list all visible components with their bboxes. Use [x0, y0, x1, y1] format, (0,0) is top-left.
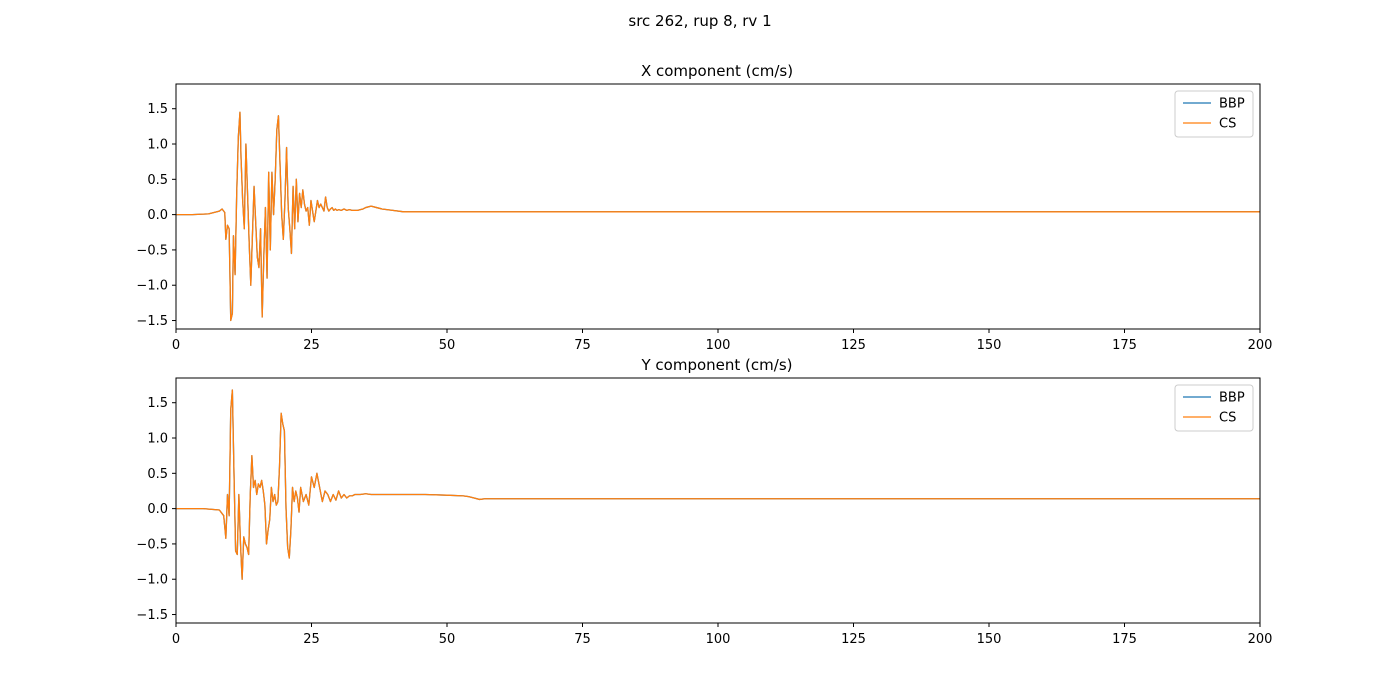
x-component-title: X component (cm/s) [641, 62, 793, 80]
y-component-legend-label-cs: CS [1219, 411, 1236, 426]
x-component-ytick-label: 1.5 [147, 102, 168, 117]
y-component-lines [176, 389, 1260, 580]
x-component-lines [176, 111, 1260, 322]
x-component-ytick-label: −1.0 [136, 279, 168, 294]
x-component-series-cs-line [176, 111, 1260, 322]
x-component-axes-frame [175, 83, 1261, 330]
figure-suptitle: src 262, rup 8, rv 1 [628, 12, 771, 30]
y-component-xtick-label: 25 [303, 632, 320, 647]
x-component-xtick-label: 200 [1248, 338, 1273, 353]
y-component-ytick-label: 0.0 [147, 502, 168, 517]
x-component-xtick-label: 50 [439, 338, 456, 353]
y-component-ticks: 0 25 50 75 100 125 150 175 200 −1.5 −1.0 −0.5 0.0 0.5… [136, 396, 1272, 647]
y-component-series-cs-line [176, 389, 1260, 580]
y-component-ytick-label: 1.5 [147, 396, 168, 411]
y-component-panel: Y component (cm/s) 0 25 50 75 100 125 150 175 20… [136, 356, 1272, 647]
x-component-ytick-label: 0.5 [147, 173, 168, 188]
x-component-legend: BBP CS [1174, 90, 1254, 138]
y-component-xtick-label: 0 [172, 632, 180, 647]
y-component-xtick-label: 75 [574, 632, 591, 647]
y-component-ytick-label: −0.5 [136, 537, 168, 552]
y-component-title: Y component (cm/s) [641, 356, 793, 374]
y-component-series-bbp-line [176, 389, 1260, 580]
y-component-axes-frame [175, 377, 1261, 624]
y-component-xtick-label: 200 [1248, 632, 1273, 647]
y-component-ytick-label: 1.0 [147, 432, 168, 447]
x-component-xtick-label: 150 [977, 338, 1002, 353]
y-component-ytick-label: 0.5 [147, 467, 168, 482]
x-component-series-bbp-line [176, 111, 1260, 322]
x-component-xtick-label: 25 [303, 338, 320, 353]
y-component-xtick-label: 150 [977, 632, 1002, 647]
y-component-xtick-label: 175 [1112, 632, 1137, 647]
x-component-xtick-label: 125 [841, 338, 866, 353]
y-component-xtick-label: 100 [706, 632, 731, 647]
y-component-legend-label-bbp: BBP [1219, 391, 1245, 406]
x-component-xtick-label: 175 [1112, 338, 1137, 353]
y-component-xtick-label: 50 [439, 632, 456, 647]
x-component-panel: X component (cm/s) 0 25 50 75 100 125 150 175 20… [136, 62, 1272, 353]
x-component-xtick-label: 75 [574, 338, 591, 353]
x-component-xtick-label: 0 [172, 338, 180, 353]
x-component-ytick-label: 1.0 [147, 138, 168, 153]
x-component-legend-label-cs: CS [1219, 117, 1236, 132]
y-component-ytick-label: −1.5 [136, 608, 168, 623]
x-component-ytick-label: −1.5 [136, 314, 168, 329]
x-component-ytick-label: −0.5 [136, 243, 168, 258]
x-component-ticks: 0 25 50 75 100 125 150 175 200 −1.5 −1.0 −0.5 0.0 0.5… [136, 102, 1272, 353]
y-component-xtick-label: 125 [841, 632, 866, 647]
x-component-legend-label-bbp: BBP [1219, 97, 1245, 112]
y-component-legend: BBP CS [1174, 384, 1254, 432]
x-component-ytick-label: 0.0 [147, 208, 168, 223]
x-component-xtick-label: 100 [706, 338, 731, 353]
y-component-ytick-label: −1.0 [136, 573, 168, 588]
